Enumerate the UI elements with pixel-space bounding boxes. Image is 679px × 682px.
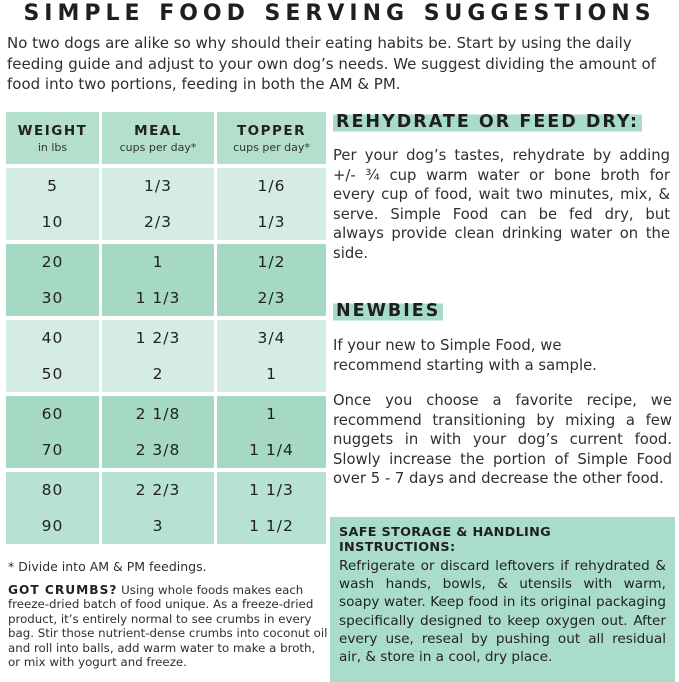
meal-column: 1/3 2/3	[102, 168, 214, 240]
weight-cell: 90	[41, 517, 64, 535]
weight-cell: 5	[47, 177, 58, 195]
meal-column: 1 1 1/3	[102, 244, 214, 316]
meal-cell: 1 1/3	[135, 289, 181, 307]
header-topper: TOPPER cups per day*	[217, 112, 326, 164]
topper-cell: 3/4	[257, 329, 286, 347]
topper-cell: 1	[266, 405, 277, 423]
topper-cell: 1 1/3	[249, 481, 294, 499]
weight-cell: 20	[41, 253, 64, 271]
meal-cell: 1/3	[144, 177, 172, 195]
topper-cell: 1	[266, 365, 277, 383]
table-group-3: 40 50 1 2/3 2 3/4 1	[6, 320, 326, 392]
newbies-heading-wrap: NEWBIES	[333, 300, 444, 322]
weight-column: 5 10	[6, 168, 99, 240]
weight-cell: 30	[41, 289, 64, 307]
table-header-row: WEIGHT in lbs MEAL cups per day* TOPPER …	[6, 112, 326, 164]
table-group-1: 5 10 1/3 2/3 1/6 1/3	[6, 168, 326, 240]
crumbs-heading: GOT CRUMBS?	[8, 583, 118, 597]
storage-heading: SAFE STORAGE & HANDLING INSTRUCTIONS:	[339, 525, 551, 555]
header-topper-title: TOPPER	[236, 122, 307, 139]
meal-column: 1 2/3 2	[102, 320, 214, 392]
header-weight-subtitle: in lbs	[37, 140, 68, 154]
page-title: SIMPLE FOOD SERVING SUGGESTIONS	[23, 1, 656, 26]
weight-cell: 60	[41, 405, 64, 423]
weight-cell: 10	[41, 213, 64, 231]
topper-column: 1/6 1/3	[217, 168, 326, 240]
table-group-5: 80 90 2 2/3 3 1 1/3 1 1/2	[6, 472, 326, 544]
feeding-table: WEIGHT in lbs MEAL cups per day* TOPPER …	[6, 112, 326, 544]
weight-cell: 80	[41, 481, 64, 499]
newbies-heading: NEWBIES	[333, 300, 444, 322]
meal-cell: 3	[152, 517, 164, 535]
topper-column: 1/2 2/3	[217, 244, 326, 316]
meal-cell: 2/3	[144, 213, 172, 231]
storage-text: Refrigerate or discard leftovers if rehy…	[339, 558, 666, 666]
crumbs-text: Using whole foods makes each freeze-drie…	[8, 583, 328, 670]
table-footnote: * Divide into AM & PM feedings.	[8, 559, 207, 574]
weight-column: 80 90	[6, 472, 99, 544]
weight-cell: 40	[41, 329, 64, 347]
topper-cell: 2/3	[257, 289, 286, 307]
header-weight: WEIGHT in lbs	[6, 112, 99, 164]
table-group-4: 60 70 2 1/8 2 3/8 1 1 1/4	[6, 396, 326, 468]
meal-cell: 2 2/3	[135, 481, 181, 499]
weight-column: 60 70	[6, 396, 99, 468]
topper-column: 3/4 1	[217, 320, 326, 392]
topper-cell: 1/2	[257, 253, 286, 271]
weight-cell: 70	[41, 441, 64, 459]
header-weight-title: WEIGHT	[17, 122, 88, 139]
rehydrate-paragraph: Per your dog’s tastes, rehydrate by addi…	[333, 147, 670, 262]
weight-column: 40 50	[6, 320, 99, 392]
crumbs-section: GOT CRUMBS? Using whole foods makes each…	[8, 583, 328, 669]
rehydrate-heading: REHYDRATE OR FEED DRY:	[333, 111, 643, 133]
storage-box: SAFE STORAGE & HANDLING INSTRUCTIONS: Re…	[330, 517, 675, 682]
meal-cell: 2 3/8	[135, 441, 181, 459]
topper-column: 1 1/3 1 1/2	[217, 472, 326, 544]
meal-cell: 2 1/8	[135, 405, 181, 423]
meal-column: 2 1/8 2 3/8	[102, 396, 214, 468]
meal-cell: 1 2/3	[135, 329, 181, 347]
meal-column: 2 2/3 3	[102, 472, 214, 544]
rehydrate-heading-wrap: REHYDRATE OR FEED DRY:	[333, 111, 643, 133]
topper-cell: 1/6	[257, 177, 286, 195]
meal-cell: 1	[152, 253, 164, 271]
topper-cell: 1 1/2	[249, 517, 294, 535]
topper-column: 1 1 1/4	[217, 396, 326, 468]
topper-cell: 1 1/4	[249, 441, 294, 459]
newbies-paragraph-2: Once you choose a favorite recipe, we re…	[333, 392, 672, 488]
weight-cell: 50	[41, 365, 64, 383]
weight-column: 20 30	[6, 244, 99, 316]
table-group-2: 20 30 1 1 1/3 1/2 2/3	[6, 244, 326, 316]
header-meal-title: MEAL	[134, 122, 182, 139]
meal-cell: 2	[152, 365, 164, 383]
header-topper-subtitle: cups per day*	[233, 140, 310, 154]
intro-paragraph: No two dogs are alike so why should thei…	[7, 34, 656, 93]
header-meal-subtitle: cups per day*	[119, 140, 197, 154]
newbies-paragraph-1: If your new to Simple Food, we recommend…	[333, 337, 597, 374]
topper-cell: 1/3	[257, 213, 286, 231]
header-meal: MEAL cups per day*	[102, 112, 214, 164]
